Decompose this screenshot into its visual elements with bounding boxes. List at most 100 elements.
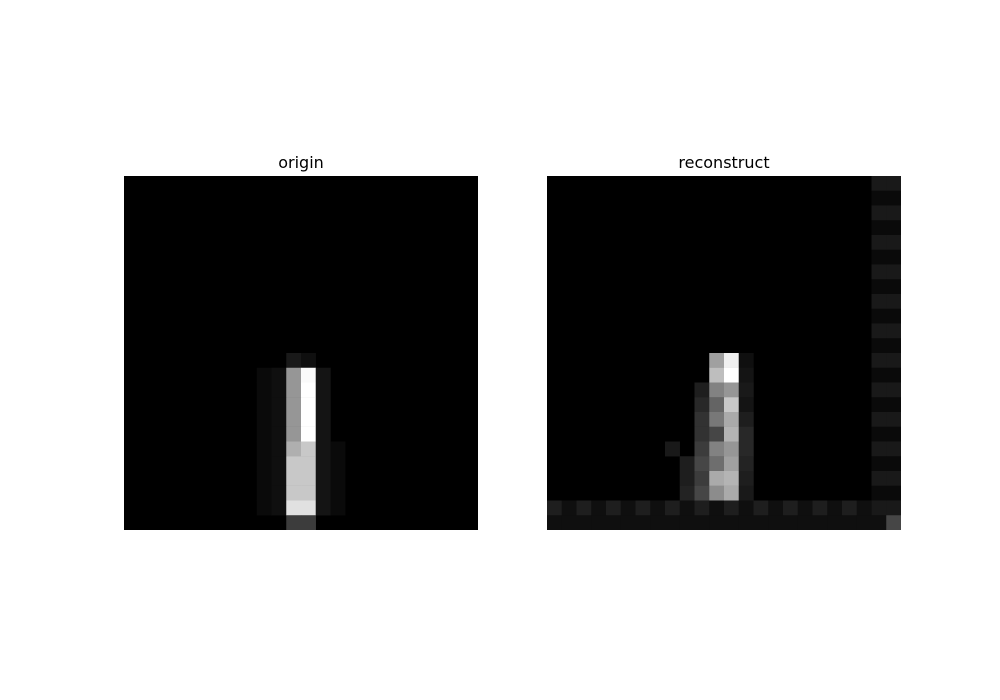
heatmap-cell [871,441,887,457]
heatmap-cell [650,515,666,530]
heatmap-cell [635,515,651,530]
heatmap-cell [709,367,725,383]
heatmap-cell [271,456,287,472]
heatmap-cell [606,515,621,530]
heatmap-cell [286,441,302,457]
heatmap-cell [301,471,316,486]
heatmap-cell [886,456,901,472]
heatmap-cell [753,515,769,530]
heatmap-cell [547,500,562,516]
heatmap-cell [315,500,331,516]
heatmap-cell [256,471,272,486]
heatmap-cell [871,279,887,295]
heatmap-cell [738,471,754,486]
heatmap-cell [286,382,302,398]
reconstruct-heatmap [547,176,901,530]
heatmap-cell [871,205,887,221]
heatmap-cell [709,426,725,442]
heatmap-cell [724,456,739,472]
heatmap-cell [271,382,287,398]
heatmap-cell [827,515,843,530]
heatmap-cell [738,397,754,413]
heatmap-cell [886,367,901,383]
heatmap-cell [679,471,695,486]
heatmap-cell [886,205,901,221]
heatmap-cell [256,426,272,442]
heatmap-cell [886,279,901,295]
heatmap-cell [679,456,695,472]
heatmap-cell [620,515,636,530]
heatmap-cell [301,485,316,501]
heatmap-cell [871,190,887,206]
heatmap-cell [738,515,754,530]
heatmap-cell [738,353,754,368]
heatmap-cell [724,353,739,368]
heatmap-cell [724,500,739,516]
heatmap-cell [576,515,592,530]
heatmap-cell [694,412,710,427]
heatmap-cell [330,500,346,516]
heatmap-cell [256,500,272,516]
heatmap-cell [724,471,739,486]
heatmap-cell [315,456,331,472]
heatmap-cell [886,176,901,191]
heatmap-cell [694,382,710,398]
heatmap-cell [301,367,316,383]
heatmap-cell [871,500,887,516]
heatmap-cell [886,220,901,236]
heatmap-cell [271,485,287,501]
heatmap-cell [256,412,272,427]
heatmap-cell [576,500,592,516]
heatmap-cell [724,485,739,501]
heatmap-cell [286,485,302,501]
heatmap-cell [842,515,857,530]
heatmap-cell [271,426,287,442]
heatmap-cell [286,515,302,530]
heatmap-cell [694,471,710,486]
heatmap-cell [886,294,901,309]
reconstruct-title: reconstruct [678,153,770,172]
heatmap-cell [871,515,887,530]
heatmap-cell [738,382,754,398]
heatmap-cell [330,456,346,472]
heatmap-cell [871,367,887,383]
heatmap-cell [871,471,887,486]
heatmap-cell [256,397,272,413]
origin-title: origin [278,153,324,172]
heatmap-cell [315,382,331,398]
heatmap-cell [886,515,901,530]
heatmap-cell [856,500,872,516]
heatmap-cell [665,515,680,530]
heatmap-cell [315,426,331,442]
heatmap-cell [871,353,887,368]
heatmap-cell [738,441,754,457]
heatmap-cell [301,412,316,427]
heatmap-cell [724,367,739,383]
origin-panel: origin [124,152,478,530]
heatmap-cell [694,485,710,501]
heatmap-cell [330,485,346,501]
heatmap-cell [709,397,725,413]
heatmap-cell [256,485,272,501]
heatmap-cell [561,515,577,530]
heatmap-cell [886,249,901,265]
heatmap-cell [315,397,331,413]
heatmap-cell [256,441,272,457]
heatmap-cell [886,338,901,354]
heatmap-cell [871,485,887,501]
heatmap-cell [315,367,331,383]
heatmap-cell [724,426,739,442]
heatmap-cell [871,426,887,442]
heatmap-cell [286,471,302,486]
heatmap-cell [886,441,901,457]
heatmap-cell [301,456,316,472]
heatmap-cell [591,500,607,516]
heatmap-cell [709,353,725,368]
heatmap-cell [709,382,725,398]
heatmap-cell [797,500,813,516]
heatmap-cell [709,471,725,486]
heatmap-cell [256,382,272,398]
heatmap-cell [606,500,621,516]
origin-heatmap [124,176,478,530]
heatmap-cell [650,500,666,516]
